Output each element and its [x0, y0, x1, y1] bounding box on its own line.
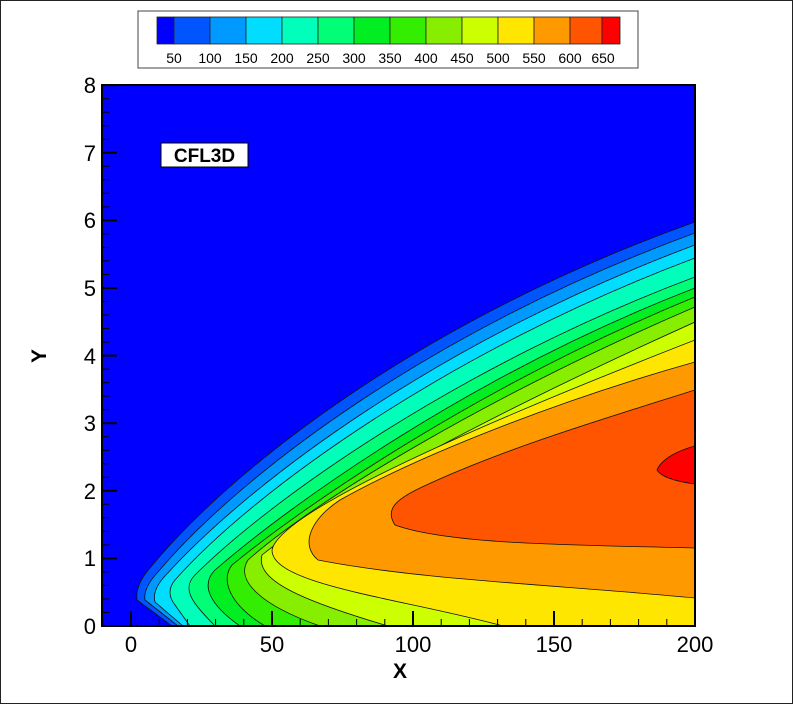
- colorbar-legend: 50 100 150 200 250 300 350 400 450 500 5…: [137, 10, 639, 69]
- y-axis-ticks: [102, 84, 117, 627]
- x-axis-ticks: [102, 611, 696, 626]
- contour-field: [102, 85, 695, 626]
- colorbar-label: 300: [342, 50, 366, 66]
- colorbar-label: 150: [234, 50, 258, 66]
- cfl3d-annotation: CFL3D: [160, 142, 249, 168]
- y-tick-label: 1: [84, 546, 96, 571]
- colorbar-label: 550: [522, 50, 546, 66]
- colorbar-label: 100: [198, 50, 222, 66]
- colorbar-label: 400: [414, 50, 438, 66]
- colorbar-label: 250: [306, 50, 330, 66]
- annotation-text: CFL3D: [174, 146, 235, 167]
- x-tick-label: 150: [536, 632, 573, 657]
- colorbar-label: 200: [270, 50, 294, 66]
- colorbar-label: 450: [450, 50, 474, 66]
- y-tick-label: 5: [84, 276, 96, 301]
- y-tick-label: 8: [84, 73, 96, 98]
- x-tick-label: 50: [260, 632, 284, 657]
- y-tick-label: 3: [84, 411, 96, 436]
- y-tick-label: 0: [84, 614, 96, 639]
- y-tick-label: 2: [84, 479, 96, 504]
- colorbar-label: 650: [591, 50, 615, 66]
- colorbar-label: 50: [166, 50, 182, 66]
- x-tick-label: 200: [677, 632, 714, 657]
- x-tick-label: 100: [395, 632, 432, 657]
- colorbar-label: 350: [378, 50, 402, 66]
- colorbar-label: 500: [486, 50, 510, 66]
- y-axis-title: Y: [28, 349, 51, 363]
- y-tick-label: 4: [84, 344, 96, 369]
- x-tick-label: 0: [125, 632, 137, 657]
- y-tick-label: 6: [84, 208, 96, 233]
- y-tick-label: 7: [84, 141, 96, 166]
- x-axis-title: X: [393, 660, 407, 683]
- colorbar-label: 600: [558, 50, 582, 66]
